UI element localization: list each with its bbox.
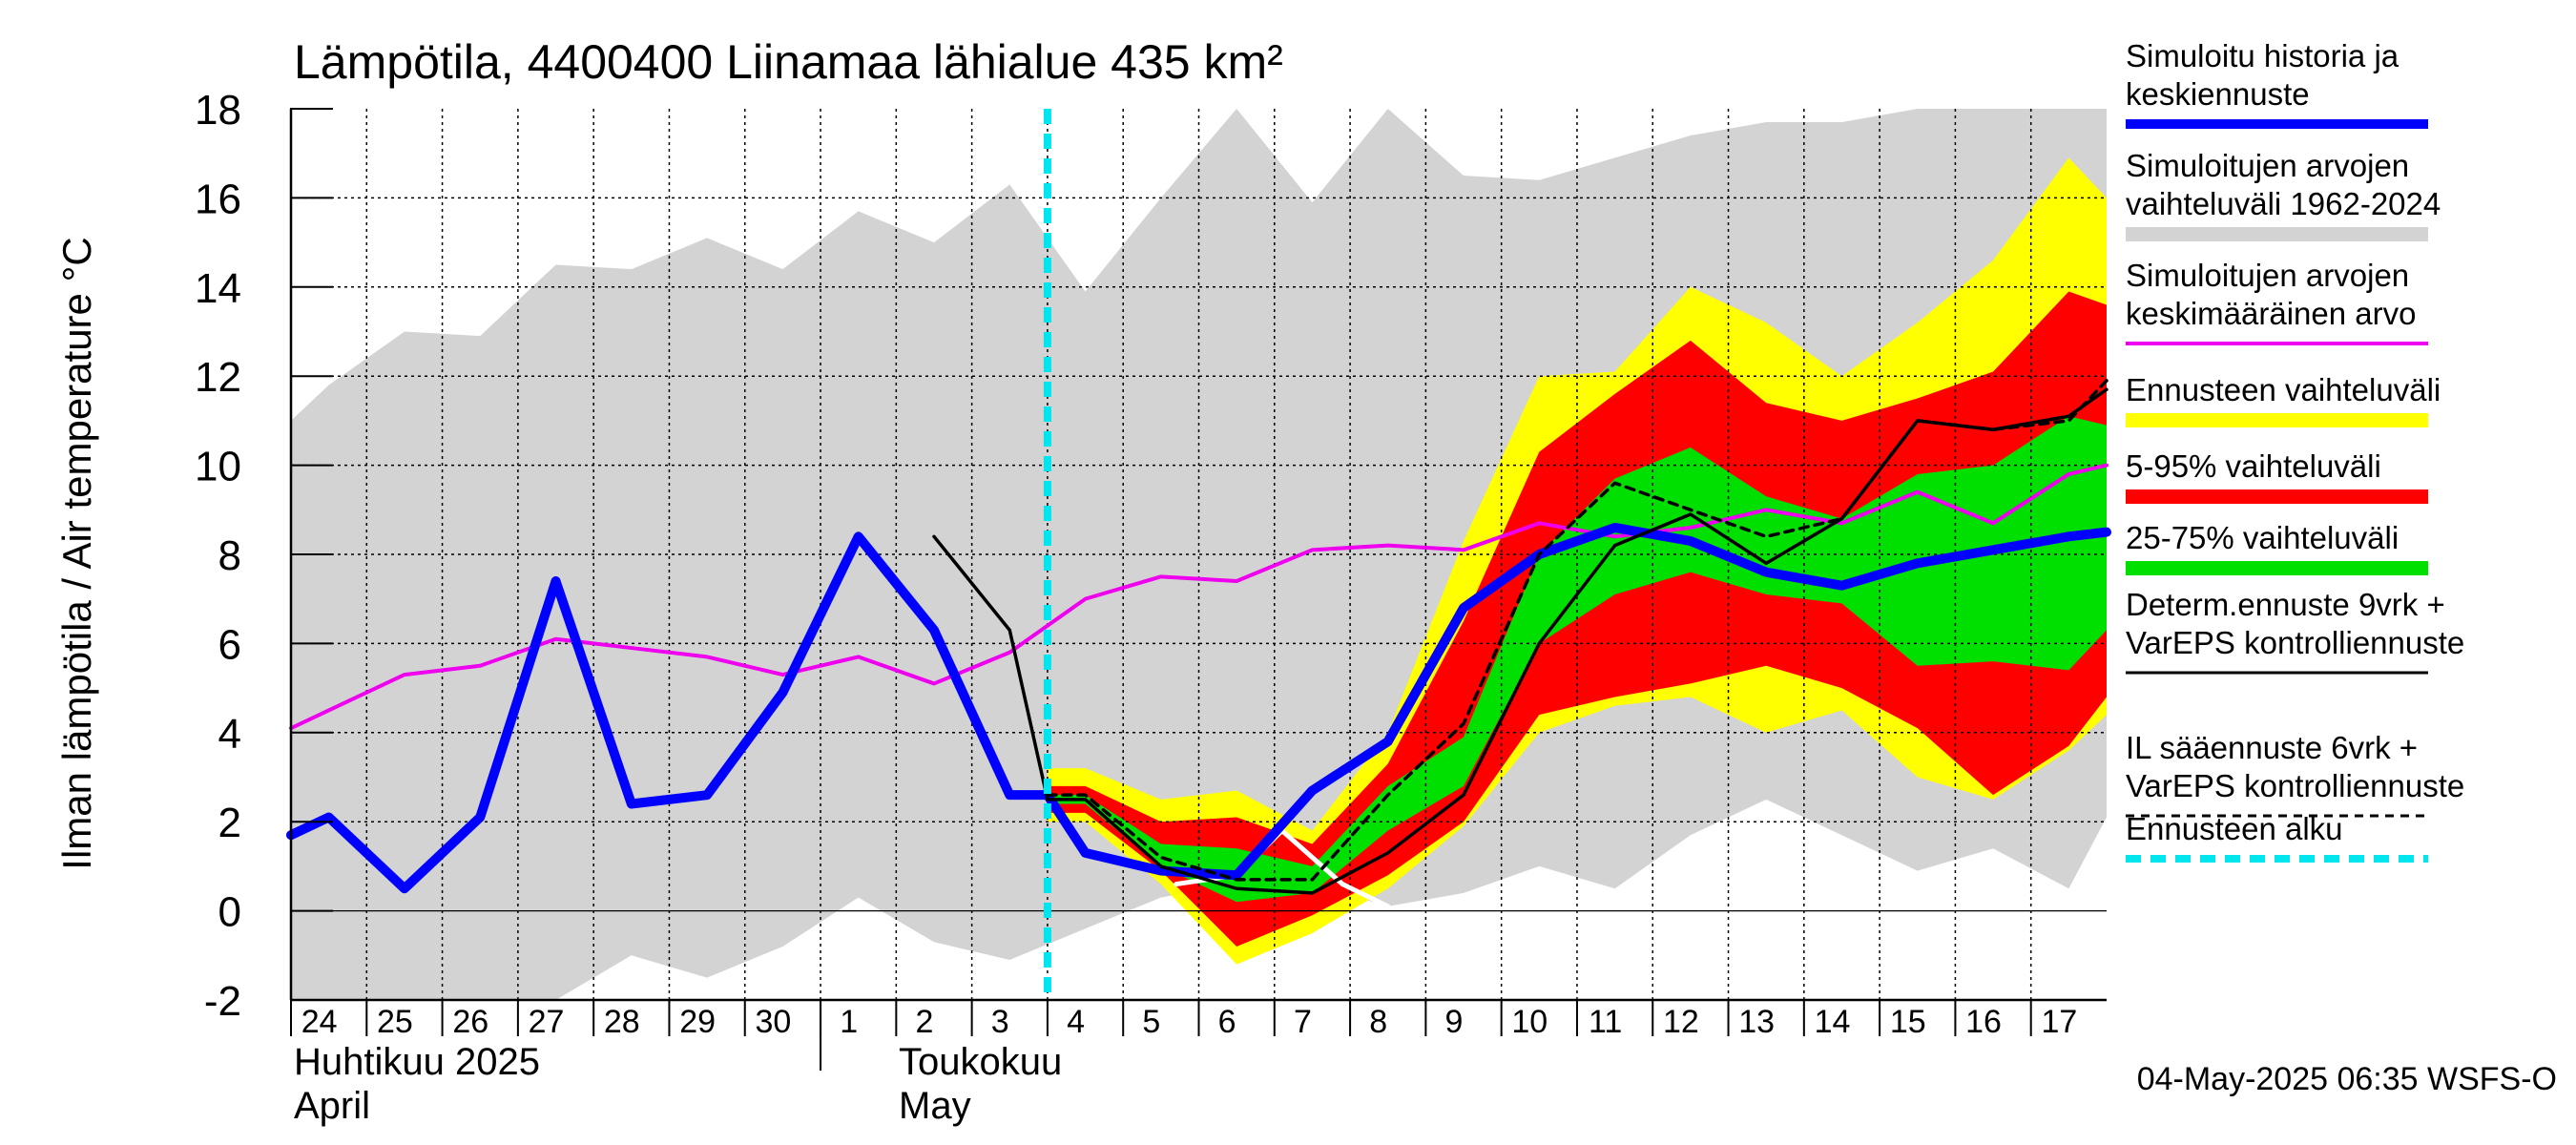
x-tick-label: 13 [1738,1004,1775,1040]
x-tick-label: 4 [1067,1004,1085,1040]
y-tick-label: 0 [218,889,241,936]
y-tick-label: 8 [218,532,241,579]
lines-layer [286,109,2111,1000]
legend-item-range-5-95: 5-95% vaihteluväli [2126,448,2428,504]
x-tick-label: 8 [1369,1004,1387,1040]
legend-item-range-25-75: 25-75% vaihteluväli [2126,520,2428,575]
x-tick-label: 17 [2041,1004,2077,1040]
legend-label: VarEPS kontrolliennuste [2126,768,2464,803]
y-tick-label: 4 [218,711,241,758]
x-tick-label: 26 [452,1004,488,1040]
legend-swatch [2126,561,2428,575]
series-determ-ennuste-9vrk-vareps-kontrolliennuste [932,387,2109,895]
legend-swatch [2126,489,2428,504]
y-tick-label: 2 [218,800,241,846]
legend-label: keskimääräinen arvo [2126,296,2416,331]
x-tick-label: 1 [840,1004,858,1040]
legend-label: Simuloitu historia ja [2126,38,2399,73]
y-tick-label: 6 [218,621,241,668]
x-tick-label: 10 [1511,1004,1548,1040]
legend-label: keskiennuste [2126,76,2310,112]
month-label-may-en: May [899,1085,971,1127]
month-label-april-en: April [294,1085,370,1127]
legend-label: Simuloitujen arvojen [2126,148,2409,183]
series-simuloitu-historia-ja-keskiennuste [286,522,2111,894]
y-tick-label: 16 [195,176,241,222]
x-tick-label: 15 [1890,1004,1926,1040]
y-tick-label: 14 [195,265,241,312]
legend: Simuloitu historia jakeskiennusteSimuloi… [2126,38,2464,863]
legend-label: 5-95% vaihteluväli [2126,448,2381,484]
x-tick-label: 30 [755,1004,791,1040]
x-tick-label: 25 [377,1004,413,1040]
y-tick-label: 12 [195,354,241,401]
legend-label: Ennusteen vaihteluväli [2126,372,2441,407]
x-tick-label: 6 [1218,1004,1236,1040]
x-tick-label: 5 [1142,1004,1160,1040]
x-tick-label: 9 [1445,1004,1464,1040]
legend-label: IL sääennuste 6vrk + [2126,730,2418,765]
month-label-april-fi: Huhtikuu 2025 [294,1041,540,1083]
legend-item-forecast-range: Ennusteen vaihteluväli [2126,372,2441,427]
x-tick-label: 12 [1663,1004,1699,1040]
footer-timestamp: 04-May-2025 06:35 WSFS-O [2137,1061,2557,1097]
x-tick-label: 16 [1965,1004,2002,1040]
chart-title: Lämpötila, 4400400 Liinamaa lähialue 435… [294,35,1283,89]
x-tick-label: 7 [1294,1004,1312,1040]
legend-label: Simuloitujen arvojen [2126,258,2409,293]
legend-item-il-forecast: IL sääennuste 6vrk + VarEPS kontrollienn… [2126,730,2464,818]
x-tick-label: 27 [529,1004,565,1040]
legend-label: Determ.ennuste 9vrk + [2126,587,2445,622]
x-tick-label: 28 [604,1004,640,1040]
legend-swatch [2126,227,2428,241]
y-axis-label: Ilman lämpötila / Air temperature °C [54,237,99,869]
legend-label: vaihteluväli 1962-2024 [2126,186,2441,221]
x-tick-label: 14 [1815,1004,1851,1040]
legend-item-forecast-start: Ennusteen alku [2126,811,2428,863]
x-tick-label: 29 [679,1004,716,1040]
x-tick-label: 11 [1589,1004,1622,1040]
x-tick-label: 24 [301,1004,338,1040]
x-tick-label: 3 [991,1004,1009,1040]
y-tick-label: 18 [195,87,241,134]
legend-swatch [2126,413,2428,427]
legend-label: VarEPS kontrolliennuste [2126,625,2464,660]
legend-item-deterministic: Determ.ennuste 9vrk +VarEPS kontrollienn… [2126,587,2464,675]
legend-label: 25-75% vaihteluväli [2126,520,2399,555]
legend-label: Ennusteen alku [2126,811,2343,846]
band-25-75-vaihteluv-li [1047,416,2107,903]
y-tick-label: 10 [195,444,241,490]
month-label-may-fi: Toukokuu [899,1041,1062,1083]
y-tick-label: -2 [204,978,241,1025]
grid-layer [291,109,2107,1000]
x-tick-label: 2 [916,1004,934,1040]
